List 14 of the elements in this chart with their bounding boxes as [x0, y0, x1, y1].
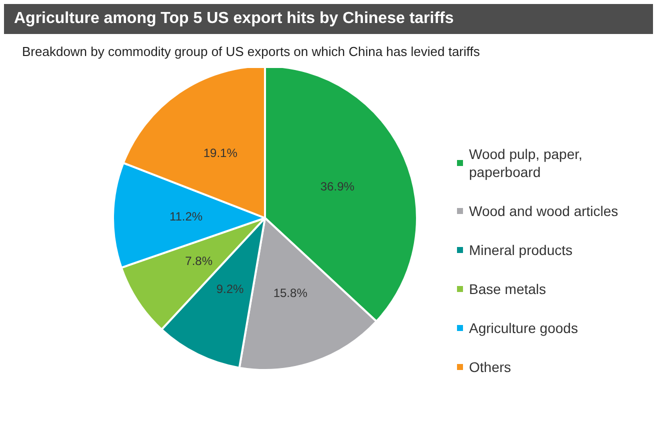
legend-label: Wood and wood articles [469, 203, 618, 219]
legend-label: Others [469, 359, 512, 375]
chart-subtitle: Breakdown by commodity group of US exports on which China has levied tariffs [21, 43, 481, 61]
chart-title: Agriculture among Top 5 US export hits by Chinese tariffs [4, 4, 653, 34]
data-label: 36.9% [320, 179, 355, 194]
legend-label: Mineral products [469, 242, 572, 258]
data-label: 9.2% [216, 282, 244, 296]
legend-label: Base metals [469, 281, 546, 297]
data-label: 11.2% [169, 210, 203, 224]
data-label: 7.8% [185, 254, 213, 268]
data-label: 19.1% [203, 146, 238, 160]
legend-label: Agriculture goods [469, 320, 578, 336]
legend-label: Wood pulp, paper, paperboard [469, 146, 586, 180]
data-label: 15.8% [273, 286, 308, 300]
